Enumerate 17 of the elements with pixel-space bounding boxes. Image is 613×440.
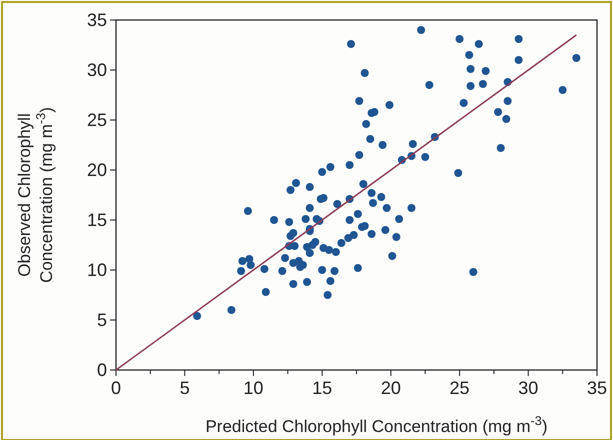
y-tick-label: 5 <box>96 310 107 330</box>
y-tick-label: 25 <box>86 110 107 130</box>
x-tick-label: 15 <box>312 378 332 398</box>
x-tick-label: 25 <box>450 378 470 398</box>
x-tick-label: 5 <box>180 378 190 398</box>
y-tick-label: 0 <box>96 360 107 380</box>
x-tick-label: 35 <box>586 378 608 398</box>
y-tick-label: 35 <box>86 10 107 30</box>
x-tick-label: 30 <box>518 378 538 398</box>
x-tick-label: 20 <box>380 378 401 398</box>
x-tick-label: 10 <box>243 378 264 398</box>
x-tick-label: 0 <box>110 378 122 398</box>
x-axis-title: Predicted Chlorophyll Concentration (mg m$^{-3}$) <box>205 412 548 436</box>
y-tick-label: 15 <box>86 210 107 230</box>
y-tick-label: 30 <box>86 60 107 80</box>
y-tick-label: 10 <box>86 260 107 280</box>
y-tick-label: 20 <box>86 160 107 180</box>
